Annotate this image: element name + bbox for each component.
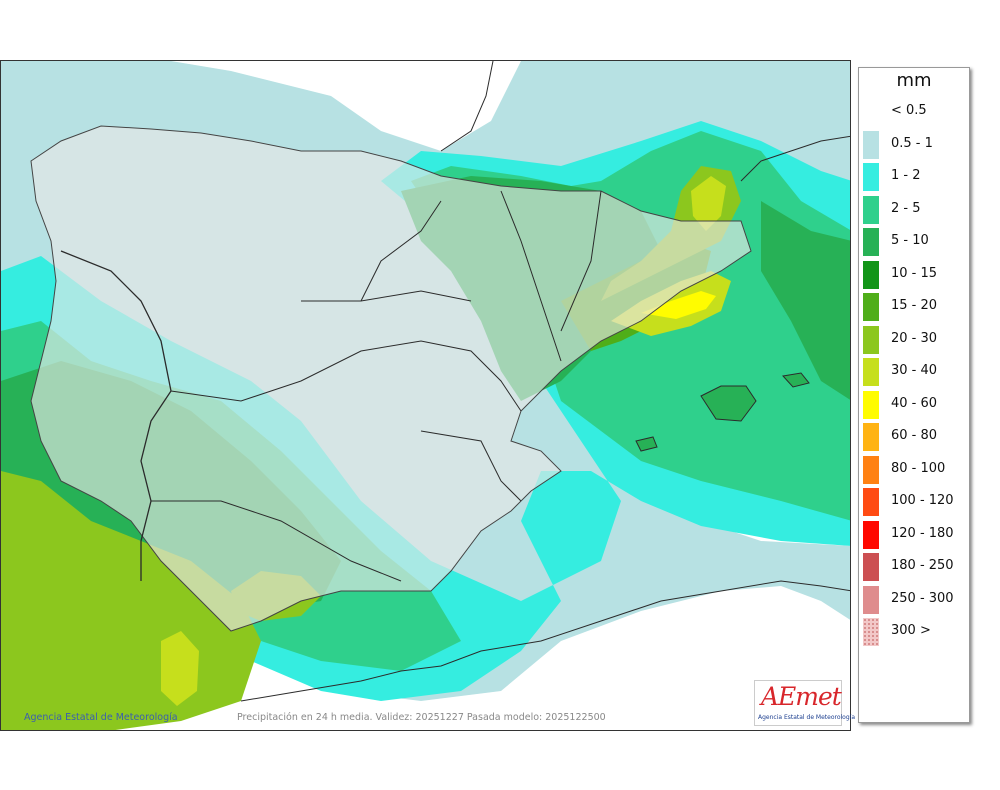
region-borders: [151, 190, 602, 582]
legend-item: 0.5 - 1: [863, 130, 967, 159]
precipitation-map: [0, 60, 851, 731]
aemet-logo-word: AEmet: [761, 682, 842, 711]
legend-swatch: [863, 585, 879, 614]
precip-zone-30-40-ne: [691, 176, 726, 231]
legend-swatch: [863, 423, 879, 451]
precip-zone-5-10-sea: [761, 201, 850, 400]
precip-zone-30-40-sw: [161, 631, 199, 706]
legend-item: 40 - 60: [863, 390, 967, 419]
agency-credit: Agencia Estatal de Meteorología: [24, 712, 178, 723]
legend-item: 1 - 2: [863, 163, 967, 191]
legend-item: 100 - 120: [863, 488, 967, 516]
legend-label: 1 - 2: [891, 168, 921, 183]
legend-item: 60 - 80: [863, 423, 967, 451]
legend-item: 10 - 15: [863, 260, 967, 289]
legend-label: 100 - 120: [891, 493, 954, 508]
legend-label: 60 - 80: [891, 428, 938, 443]
africa-coast: [240, 580, 850, 702]
legend-item: 120 - 180: [863, 520, 967, 549]
legend-label: < 0.5: [891, 103, 927, 118]
mallorca-island: [700, 385, 757, 422]
legend-swatch: [863, 228, 879, 256]
legend-swatch: [863, 618, 879, 646]
legend-swatch: [863, 455, 879, 484]
legend-swatch: [863, 195, 879, 224]
legend-label: 0.5 - 1: [891, 135, 933, 151]
ibiza-island: [635, 436, 658, 452]
precip-zone-40-60: [641, 291, 716, 319]
legend-label: 20 - 30: [891, 330, 938, 346]
legend-item: < 0.5: [863, 98, 967, 126]
legend-item: 30 - 40: [863, 358, 967, 386]
legend-swatch: [863, 553, 879, 581]
legend-swatch: [863, 130, 879, 159]
legend-item: 180 - 250: [863, 553, 967, 581]
map-caption: Precipitación en 24 h media. Validez: 20…: [237, 712, 606, 723]
legend-label: 300 >: [891, 623, 931, 638]
legend-swatch: [863, 520, 879, 549]
menorca-island: [782, 372, 810, 388]
legend-label: 5 - 10: [891, 233, 929, 248]
legend-label: 120 - 180: [891, 525, 954, 541]
legend-unit: mm: [896, 70, 932, 91]
legend-label: 30 - 40: [891, 363, 938, 378]
legend-item: 5 - 10: [863, 228, 967, 256]
legend-swatch: [863, 325, 879, 354]
legend-item: 20 - 30: [863, 325, 967, 354]
legend-swatch: [863, 390, 879, 419]
legend-label: 10 - 15: [891, 265, 938, 281]
legend-label: 2 - 5: [891, 200, 921, 216]
legend-item: 250 - 300: [863, 585, 967, 614]
legend-swatch: [863, 260, 879, 289]
map-canvas: [1, 61, 850, 730]
legend-panel: mm < 0.5 0.5 - 1 1 - 2 2 - 5 5 - 10 10 - 15 15…: [858, 67, 970, 723]
legend-label: 80 - 100: [891, 460, 946, 476]
legend-label: 250 - 300: [891, 590, 954, 606]
legend-label: 180 - 250: [891, 558, 954, 573]
aemet-logo-subtitle: Agencia Estatal de Meteorología: [758, 714, 855, 721]
legend-label: 15 - 20: [891, 298, 938, 313]
legend-item: 80 - 100: [863, 455, 967, 484]
legend-label: 40 - 60: [891, 395, 938, 411]
legend-swatch: [863, 293, 879, 321]
legend-swatch: [863, 98, 879, 126]
legend-item: 300 >: [863, 618, 967, 646]
legend-swatch: [863, 163, 879, 191]
legend-item: 2 - 5: [863, 195, 967, 224]
aemet-logo: AEmet Agencia Estatal de Meteorología: [754, 680, 855, 726]
iberian-peninsula: [30, 125, 752, 632]
pt-es-border: [60, 250, 172, 581]
france-coast: [440, 61, 850, 182]
legend-swatch: [863, 488, 879, 516]
legend-item: 15 - 20: [863, 293, 967, 321]
legend-swatch: [863, 358, 879, 386]
